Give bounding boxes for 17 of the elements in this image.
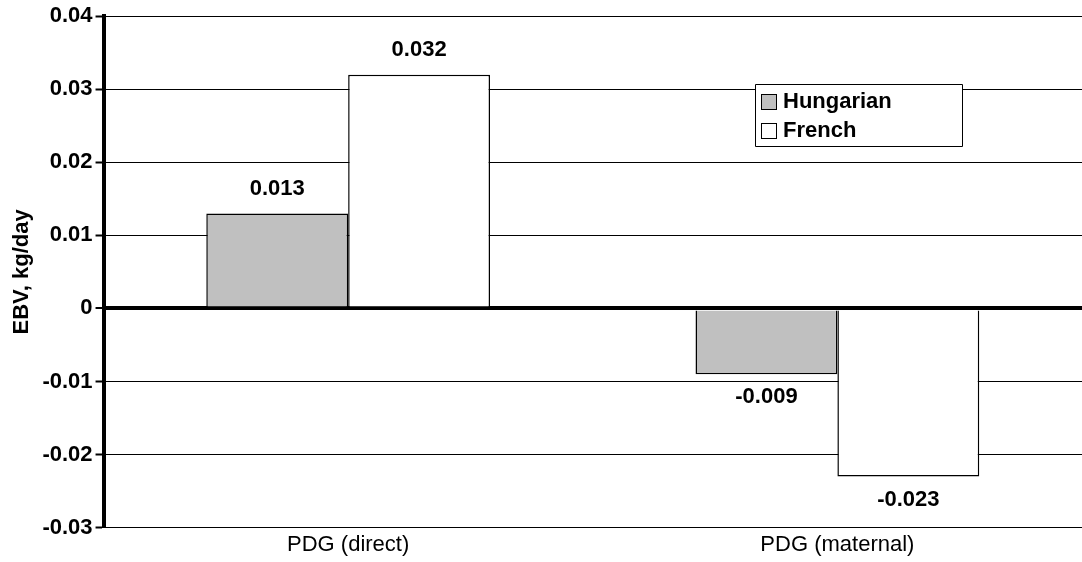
data-label: -0.009 xyxy=(735,383,798,409)
legend-label: Hungarian xyxy=(783,88,892,114)
data-label: -0.023 xyxy=(877,485,940,511)
legend-label: French xyxy=(783,117,857,143)
data-label: 0.032 xyxy=(391,35,447,61)
y-tick-label: -0.01 xyxy=(42,367,93,393)
x-tick-label: PDG (maternal) xyxy=(760,530,915,556)
y-tick-label: 0 xyxy=(80,294,93,320)
x-tick-label: PDG (direct) xyxy=(287,530,410,556)
y-tick-label: 0.02 xyxy=(49,148,93,174)
data-label: 0.013 xyxy=(249,174,305,200)
y-tick-label: -0.03 xyxy=(42,513,93,539)
y-tick-label: 0.03 xyxy=(49,75,93,101)
y-tick-label: -0.02 xyxy=(42,440,93,466)
y-tick-label: 0.01 xyxy=(49,221,93,247)
y-tick-label: 0.04 xyxy=(49,2,94,28)
y-axis-title: EBV, kg/day xyxy=(8,208,34,335)
